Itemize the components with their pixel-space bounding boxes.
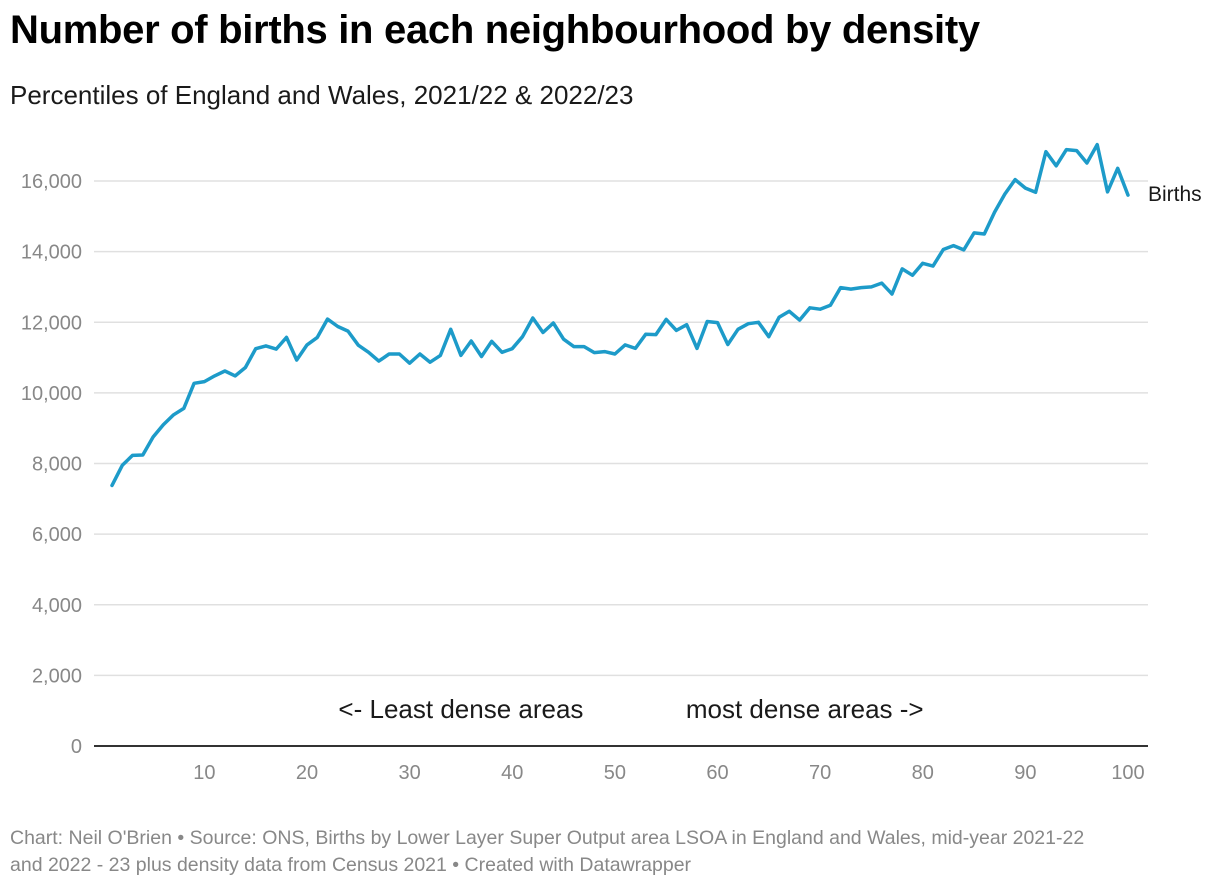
x-axis-ticks: 10 20 30 40 50 60 70 80 90 100 <box>193 762 1144 784</box>
chart-subtitle: Percentiles of England and Wales, 2021/2… <box>10 80 634 110</box>
annotation-label: <- Least dense areas <box>338 694 583 724</box>
footer-line-1: Chart: Neil O'Brien • Source: ONS, Birth… <box>10 827 1085 849</box>
y-tick-label: 14,000 <box>21 242 82 264</box>
y-axis-ticks: 0 2,000 4,000 6,000 8,000 10,000 12,000 14,000 1… <box>21 171 82 758</box>
x-tick-label: 20 <box>296 762 318 784</box>
chart-footer: Chart: Neil O'Brien • Source: ONS, Birth… <box>10 825 1210 879</box>
x-tick-label: 40 <box>501 762 523 784</box>
chart-title: Number of births in each neighbourhood b… <box>10 8 980 52</box>
footer-line-2: and 2022 - 23 plus density data from Cen… <box>10 854 692 876</box>
gridlines <box>94 180 1148 677</box>
y-tick-label: 10,000 <box>21 383 82 405</box>
x-tick-label: 30 <box>398 762 420 784</box>
x-tick-label: 50 <box>604 762 626 784</box>
x-tick-label: 100 <box>1111 762 1144 784</box>
series-group: Births <box>110 142 1202 488</box>
line-chart: 0 2,000 4,000 6,000 8,000 10,000 12,000 14,000 1… <box>21 142 1202 784</box>
annotation-label: most dense areas -> <box>686 694 924 724</box>
chart-annotations: <- Least dense areas most dense areas -> <box>338 694 923 724</box>
y-tick-label: 0 <box>71 736 82 758</box>
series-label: Births <box>1148 183 1202 206</box>
y-tick-label: 8,000 <box>32 454 82 476</box>
y-tick-label: 6,000 <box>32 524 82 546</box>
series-line <box>110 142 1130 488</box>
y-tick-label: 2,000 <box>32 665 82 687</box>
y-tick-label: 12,000 <box>21 312 82 334</box>
x-tick-label: 80 <box>912 762 934 784</box>
x-tick-label: 60 <box>706 762 728 784</box>
x-tick-label: 90 <box>1014 762 1036 784</box>
y-tick-label: 16,000 <box>21 171 82 193</box>
x-tick-label: 70 <box>809 762 831 784</box>
y-tick-label: 4,000 <box>32 595 82 617</box>
x-tick-label: 10 <box>193 762 215 784</box>
